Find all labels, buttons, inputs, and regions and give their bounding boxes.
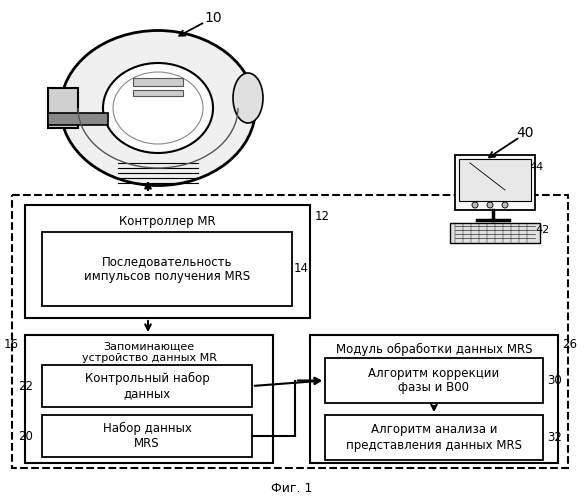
Ellipse shape	[60, 30, 256, 186]
Text: Последовательность
импульсов получения MRS: Последовательность импульсов получения M…	[84, 255, 250, 283]
Text: 16: 16	[4, 338, 19, 351]
Bar	[42, 232, 292, 306]
Bar	[133, 78, 183, 86]
Bar	[325, 415, 543, 460]
Text: Набор данных
MRS: Набор данных MRS	[102, 422, 191, 450]
Text: 42: 42	[536, 225, 550, 235]
Ellipse shape	[233, 73, 263, 123]
Text: 22: 22	[19, 380, 33, 392]
Circle shape	[502, 202, 508, 208]
Bar	[12, 195, 568, 468]
Text: Запоминающее
устройство данных MR: Запоминающее устройство данных MR	[81, 341, 216, 363]
Text: 14: 14	[294, 262, 308, 276]
Bar	[25, 335, 273, 463]
Text: Контроллер MR: Контроллер MR	[119, 214, 216, 228]
Bar	[48, 113, 108, 125]
Text: 32: 32	[548, 431, 562, 444]
Text: 40: 40	[516, 126, 534, 140]
Bar	[48, 88, 78, 128]
Bar	[325, 358, 543, 403]
Bar	[450, 223, 540, 243]
Bar	[42, 415, 252, 457]
Text: 30: 30	[548, 374, 562, 387]
Text: Фиг. 1: Фиг. 1	[271, 482, 313, 494]
Text: Алгоритм анализа и
представления данных MRS: Алгоритм анализа и представления данных …	[346, 424, 522, 452]
Bar	[42, 365, 252, 407]
Bar	[133, 90, 183, 96]
Text: 44: 44	[530, 162, 544, 172]
Text: 12: 12	[315, 210, 329, 224]
Circle shape	[487, 202, 493, 208]
Bar	[310, 335, 558, 463]
Ellipse shape	[103, 63, 213, 153]
Bar	[459, 159, 531, 201]
Text: 10: 10	[204, 11, 222, 25]
Text: 26: 26	[563, 338, 577, 351]
Text: Алгоритм коррекции
фазы и В00: Алгоритм коррекции фазы и В00	[369, 366, 500, 394]
Text: Контрольный набор
данных: Контрольный набор данных	[85, 372, 209, 400]
Bar	[455, 155, 535, 210]
Text: 20: 20	[19, 430, 33, 442]
Bar	[25, 205, 310, 318]
Text: Модуль обработки данных MRS: Модуль обработки данных MRS	[336, 342, 532, 355]
Circle shape	[472, 202, 478, 208]
